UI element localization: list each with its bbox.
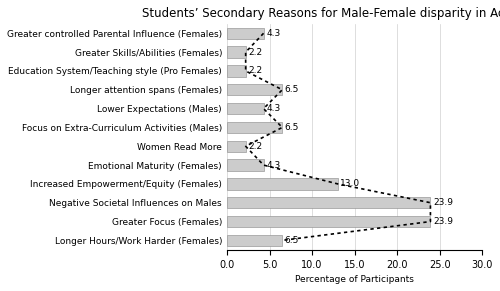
Text: 6.5: 6.5: [285, 236, 299, 245]
Bar: [227, 178, 338, 189]
Text: 23.9: 23.9: [433, 198, 453, 207]
Text: 2.2: 2.2: [248, 66, 262, 75]
Text: 2.2: 2.2: [248, 142, 262, 151]
Text: 6.5: 6.5: [285, 123, 299, 132]
Bar: [227, 141, 246, 152]
Text: 6.5: 6.5: [285, 85, 299, 94]
Bar: [227, 84, 282, 95]
Title: Students’ Secondary Reasons for Male-Female disparity in Achievement: Students’ Secondary Reasons for Male-Fem…: [142, 7, 500, 20]
Bar: [227, 122, 282, 133]
Text: 4.3: 4.3: [266, 161, 280, 170]
Text: 23.9: 23.9: [433, 217, 453, 226]
Text: 2.2: 2.2: [248, 48, 262, 57]
Bar: [227, 47, 246, 58]
Bar: [227, 235, 282, 246]
Bar: [227, 28, 264, 39]
Bar: [227, 216, 430, 227]
Bar: [227, 103, 264, 114]
X-axis label: Percentage of Participants: Percentage of Participants: [295, 275, 414, 284]
Bar: [227, 197, 430, 208]
Text: 13.0: 13.0: [340, 179, 360, 188]
Text: 4.3: 4.3: [266, 29, 280, 38]
Bar: [227, 159, 264, 171]
Bar: [227, 65, 246, 77]
Text: 4.3: 4.3: [266, 104, 280, 113]
